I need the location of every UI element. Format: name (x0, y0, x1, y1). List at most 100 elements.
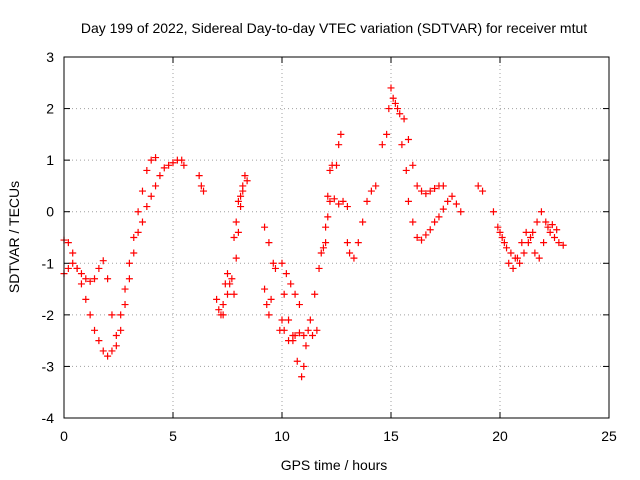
x-tick-label: 10 (274, 428, 290, 444)
data-point (95, 337, 103, 345)
data-point (324, 192, 332, 200)
data-point (474, 182, 482, 190)
data-point (394, 105, 402, 113)
data-point (152, 154, 160, 162)
data-point (99, 257, 107, 265)
data-point (295, 301, 303, 309)
data-point (298, 373, 306, 381)
data-point (300, 331, 308, 339)
data-point (237, 192, 245, 200)
data-point (156, 172, 164, 180)
data-point (544, 223, 552, 231)
data-point (234, 228, 242, 236)
data-point (431, 218, 439, 226)
data-point (91, 326, 99, 334)
data-point (317, 249, 325, 257)
data-point (224, 270, 231, 278)
data-point (73, 264, 81, 272)
data-point (326, 166, 334, 174)
data-point (551, 234, 558, 241)
data-point (160, 164, 168, 172)
data-point (367, 187, 375, 195)
data-point (553, 226, 561, 234)
data-point (513, 254, 521, 262)
data-point (219, 311, 227, 319)
data-point (138, 218, 146, 226)
data-point (537, 208, 545, 216)
data-point (540, 239, 548, 247)
data-point (479, 187, 487, 195)
data-point (112, 331, 120, 339)
data-point (287, 280, 295, 288)
data-point (265, 239, 273, 247)
data-point (391, 99, 399, 107)
data-point (431, 185, 439, 193)
data-point (178, 156, 186, 164)
data-point (289, 337, 297, 345)
data-point (520, 249, 528, 257)
data-point (104, 275, 112, 283)
series-1 (60, 84, 567, 381)
data-point (232, 218, 240, 226)
data-point (64, 264, 72, 272)
data-point (439, 205, 447, 213)
x-tick-label: 20 (492, 428, 508, 444)
data-point (311, 290, 319, 298)
data-point (324, 213, 332, 221)
data-point (143, 166, 151, 174)
data-point (130, 234, 138, 241)
data-point (200, 187, 208, 195)
data-point (302, 342, 310, 350)
axis-ticks: 0 5 10 15 20 25 -4 -3 -2 -1 0 1 2 3 (42, 49, 617, 444)
data-point (529, 228, 537, 236)
data-point (69, 249, 77, 257)
data-point (383, 130, 391, 138)
data-point (237, 203, 245, 211)
data-point (215, 306, 223, 314)
data-point (99, 347, 107, 355)
data-point (95, 264, 103, 272)
data-point (524, 239, 532, 247)
data-point (503, 244, 511, 252)
data-point (130, 249, 138, 257)
data-point (117, 311, 125, 319)
data-point (315, 264, 323, 272)
data-point (108, 311, 116, 319)
y-tick-label: -4 (42, 410, 55, 426)
data-point (280, 290, 288, 298)
data-point (230, 234, 238, 241)
data-point (125, 259, 133, 267)
data-point (263, 301, 271, 309)
data-point (152, 182, 160, 190)
y-axis-label: SDTVAR / TECUs (6, 181, 22, 293)
data-point (522, 228, 530, 236)
data-point (138, 187, 146, 195)
data-point (346, 249, 354, 257)
data-point (169, 159, 177, 167)
data-point (500, 239, 508, 247)
data-point (267, 295, 275, 303)
data-point (359, 218, 367, 226)
data-point (518, 239, 526, 247)
x-axis-label: GPS time / hours (281, 457, 388, 473)
data-point (339, 197, 347, 205)
data-point (333, 161, 340, 169)
data-point (409, 161, 417, 169)
data-point (535, 254, 543, 262)
data-point (108, 347, 116, 355)
data-point (559, 241, 567, 249)
data-point (147, 156, 155, 164)
data-point (396, 110, 404, 118)
grid (64, 57, 609, 418)
data-point (418, 187, 426, 195)
data-point (269, 259, 277, 267)
x-tick-label: 0 (60, 428, 68, 444)
y-tick-label: 1 (46, 152, 54, 168)
data-point (293, 357, 301, 365)
data-point (330, 195, 338, 203)
data-point (291, 331, 299, 339)
data-point (82, 275, 90, 283)
data-point (143, 203, 151, 211)
data-point (444, 197, 452, 205)
